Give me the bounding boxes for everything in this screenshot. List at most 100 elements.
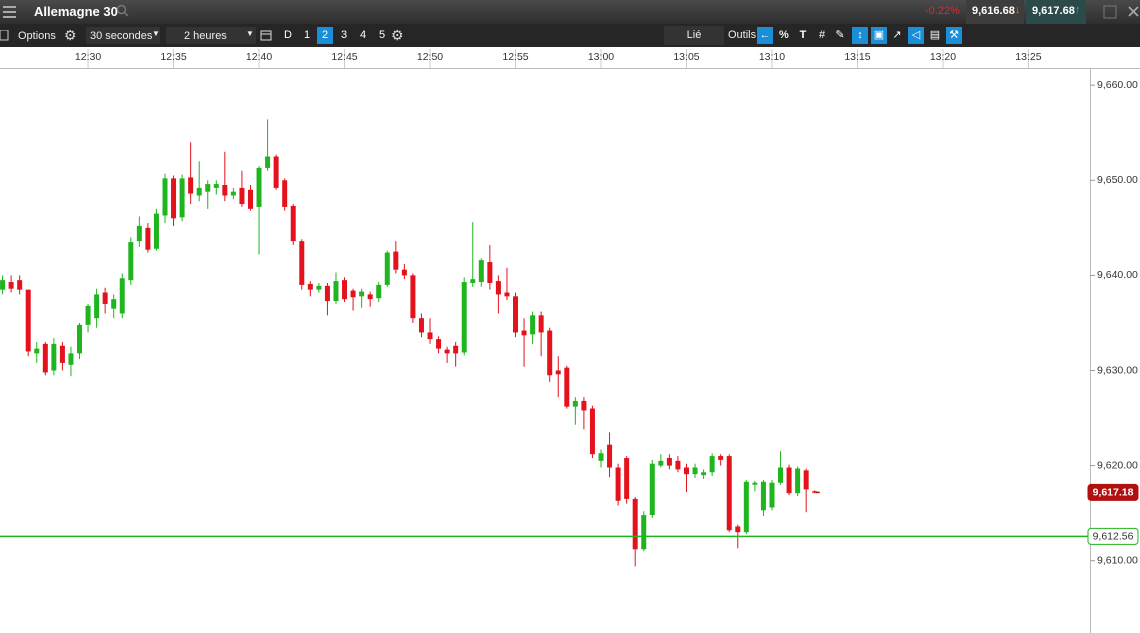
candle-body [102, 292, 108, 304]
candle-body [521, 330, 527, 336]
candle-body [376, 284, 382, 299]
draw-tool[interactable]: ✎ [835, 29, 845, 41]
list-icon[interactable] [0, 30, 10, 41]
dropdown-arrow: ▼ [246, 29, 254, 38]
tool-icon[interactable]: ← [757, 27, 773, 44]
interval-value[interactable]: 30 secondes [90, 30, 153, 42]
candle-body [367, 294, 373, 300]
x-tick-label: 13:05 [673, 51, 699, 63]
time-axis-band [0, 47, 1140, 69]
candle-body [641, 515, 647, 550]
candle-body [384, 252, 390, 285]
candle-body [649, 463, 655, 516]
x-tick-label: 12:35 [160, 51, 186, 63]
candle-body [427, 332, 433, 340]
x-tick-label: 13:25 [1015, 51, 1041, 63]
candle-body [589, 408, 595, 455]
candle-body [495, 281, 501, 295]
candle-body [222, 185, 228, 196]
candle-body [94, 294, 100, 319]
text-tool[interactable]: T [799, 29, 807, 41]
tool-icon[interactable]: ▣ [871, 27, 887, 44]
linked-button[interactable]: Lié [664, 26, 724, 45]
period-button[interactable]: 5 [378, 29, 386, 41]
print-tool[interactable]: ▤ [929, 29, 941, 41]
x-tick-label: 12:50 [417, 51, 443, 63]
options-button[interactable]: Options [18, 30, 56, 42]
window-controls[interactable] [1103, 5, 1139, 19]
period-button[interactable]: 3 [340, 29, 348, 41]
candle-body [769, 482, 775, 508]
tool-icon[interactable]: ◁ [908, 27, 924, 44]
tools-label: Outils [728, 29, 757, 41]
tool-icon[interactable]: ↕ [852, 27, 868, 44]
x-tick-label: 13:10 [759, 51, 785, 63]
candle-body [555, 370, 561, 375]
candle-body [735, 526, 741, 533]
chart: 12:30 12:35 12:40 12:45 12:50 12:55 13:00 13:05… [0, 47, 1140, 633]
candle-body [760, 481, 766, 511]
candle-body [247, 189, 253, 209]
candle-body [683, 467, 689, 475]
candle-body [513, 296, 519, 333]
candle-body [547, 330, 553, 376]
x-tick-label: 12:30 [75, 51, 101, 63]
interval-select[interactable]: 30 secondes ▼ [86, 27, 160, 44]
candle-body [213, 184, 219, 188]
period-button[interactable]: 4 [359, 29, 367, 41]
range-value[interactable]: 2 heures [184, 30, 227, 42]
candle-body [436, 339, 442, 349]
buy-price[interactable]: 9,617.68 [1032, 5, 1075, 17]
tool-icon[interactable]: ⚒ [946, 27, 962, 44]
candle-body [709, 456, 715, 473]
candle-body [572, 400, 578, 407]
candle-body [68, 353, 74, 365]
settings-icon[interactable]: ⚙ [391, 27, 404, 43]
y-tick-label: 9,630.00 [1097, 364, 1138, 376]
candle-body [42, 343, 48, 373]
candle-body [607, 444, 613, 468]
period-button[interactable]: D [284, 29, 292, 41]
x-tick-label: 13:00 [588, 51, 614, 63]
y-tick-label: 9,660.00 [1097, 79, 1138, 91]
price-label: 9,612.56 [1093, 531, 1134, 543]
candle-body [658, 460, 664, 466]
candle-body [239, 187, 245, 205]
settings-icon[interactable]: ⚙ [64, 27, 77, 43]
instrument-name: Allemagne 30 [34, 4, 118, 19]
menu-icon[interactable] [3, 6, 17, 18]
tool-icon[interactable]: ↗ [892, 29, 902, 41]
x-tick-label: 13:15 [844, 51, 870, 63]
candle-body [718, 456, 724, 460]
candle-body [615, 467, 621, 501]
price-label-box [1087, 483, 1139, 501]
candle-body [153, 213, 159, 249]
candle-body [812, 491, 818, 493]
candle-body [726, 456, 732, 531]
candle-body [128, 242, 134, 281]
x-tick-label: 12:45 [331, 51, 357, 63]
calendar-icon[interactable] [260, 29, 272, 41]
sell-price[interactable]: 9,616.68 [972, 5, 1015, 17]
range-select[interactable]: 2 heures ▼ [166, 27, 256, 44]
candle-body [487, 262, 493, 283]
candle-body [17, 280, 23, 290]
candle-body [359, 291, 365, 297]
candle-body [581, 400, 587, 411]
search-icon[interactable] [116, 4, 130, 18]
candle-body [461, 282, 467, 353]
x-tick-label: 13:20 [930, 51, 956, 63]
percent-tool[interactable]: % [779, 29, 789, 41]
candle-body [778, 467, 784, 483]
candle-body [85, 305, 91, 325]
grid-tool[interactable]: # [818, 29, 826, 41]
buy-box[interactable]: 9,617.68 ↑ [1026, 0, 1086, 24]
sell-box[interactable]: 9,616.68 ↓ [966, 0, 1024, 24]
candle-body [145, 227, 151, 250]
period-button[interactable]: 1 [303, 29, 311, 41]
candle-body [205, 184, 211, 192]
y-tick-label: 9,650.00 [1097, 174, 1138, 186]
candle-body [196, 187, 202, 196]
period-button[interactable]: 2 [317, 27, 333, 44]
candle-body [675, 460, 681, 470]
